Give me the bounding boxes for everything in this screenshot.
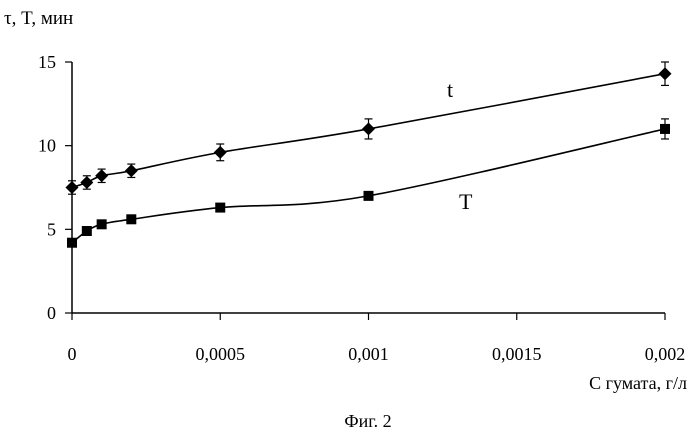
diamond-marker [80, 175, 94, 189]
square-marker [81, 226, 92, 237]
series-line-T [71, 128, 666, 244]
x-tick-label: 0 [68, 344, 77, 364]
x-axis-title: C гумата, г/л [589, 373, 687, 393]
square-marker [67, 237, 77, 248]
square-marker [660, 123, 670, 134]
square-marker [215, 202, 226, 213]
data-point-t [124, 163, 138, 179]
data-point-t [658, 61, 672, 87]
series-label-t: t [447, 77, 453, 102]
data-point-t [80, 175, 94, 190]
data-point-T [126, 214, 137, 225]
y-tick-label: 5 [47, 219, 56, 239]
x-tick-label: 0,0005 [196, 344, 246, 364]
x-tick-label: 0,0015 [492, 344, 542, 364]
diamond-marker [213, 145, 227, 159]
diamond-marker [362, 122, 375, 136]
data-point-T [363, 190, 374, 201]
figure-caption: Фиг. 2 [344, 411, 391, 431]
square-marker [126, 214, 137, 225]
y-axis-title: τ, T, мин [4, 8, 73, 29]
data-point-T [67, 237, 77, 248]
data-point-T [215, 202, 226, 213]
data-point-t [95, 168, 109, 184]
square-marker [363, 190, 374, 201]
data-point-T [81, 226, 92, 237]
data-point-t [65, 180, 79, 195]
diamond-marker [124, 164, 138, 178]
axes: 0 5 10 15 0 0,0005 0,001 0,0015 0,002 [38, 52, 685, 364]
data-point-T [96, 219, 107, 230]
curves [71, 72, 666, 244]
y-tick-label: 10 [38, 136, 56, 156]
data-points [65, 61, 672, 248]
data-point-t [362, 118, 375, 140]
diamond-marker [65, 181, 79, 194]
diamond-marker [95, 169, 109, 183]
square-marker [96, 219, 107, 230]
data-point-t [213, 143, 227, 162]
y-tick-label: 0 [47, 303, 56, 323]
data-point-T [660, 118, 670, 140]
x-tick-label: 0,002 [645, 344, 686, 364]
y-tick-label: 15 [38, 52, 56, 72]
x-tick-label: 0,001 [348, 344, 389, 364]
diamond-marker [658, 67, 672, 81]
series-label-T: T [459, 189, 473, 214]
